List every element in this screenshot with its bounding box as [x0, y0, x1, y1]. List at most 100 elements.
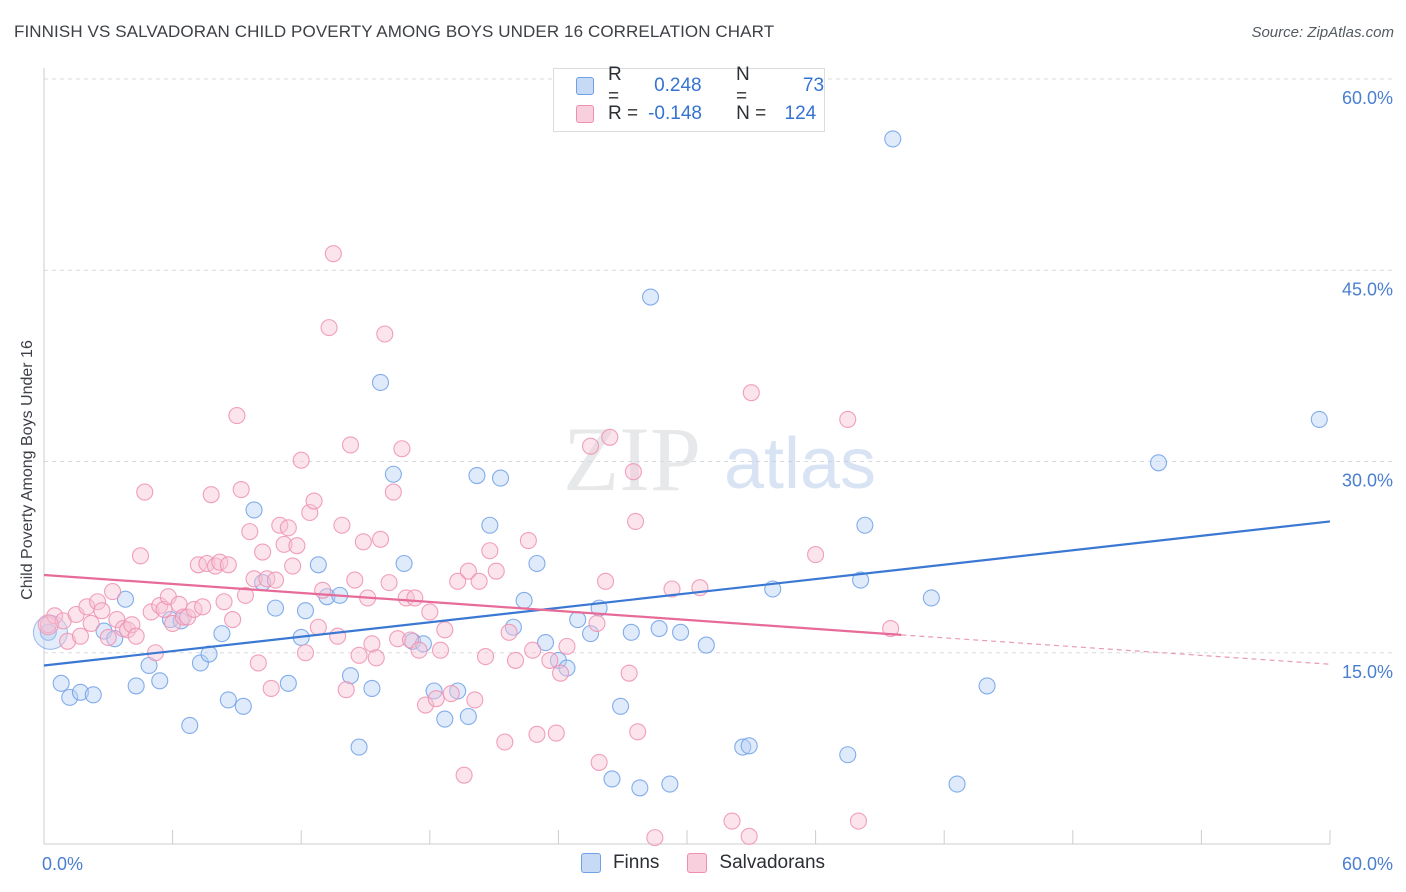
finns-point: [1310, 410, 1328, 428]
finns-point: [309, 556, 327, 574]
salvadorans-point: [436, 621, 454, 639]
finns-point: [266, 599, 285, 617]
salvadorans-point: [597, 572, 615, 590]
salvadorans-point: [588, 614, 606, 632]
legend-item-salvadorans[interactable]: Salvadorans: [687, 852, 825, 874]
finns-trend-line: [43, 520, 1331, 667]
salvadorans-point: [427, 690, 445, 708]
salvadorans-point: [449, 572, 467, 590]
salvadorans-point: [506, 651, 525, 669]
salvadorans-point: [249, 654, 267, 672]
finns-point: [481, 516, 499, 534]
finns-point: [839, 746, 857, 764]
salvadorans-point: [309, 618, 327, 636]
finns-point: [127, 677, 145, 695]
salvadorans-point: [627, 512, 645, 530]
finns-point: [84, 686, 102, 704]
salvadorans-point: [46, 607, 64, 625]
finns-point: [395, 554, 413, 573]
salvadorans-point: [59, 632, 77, 650]
finns-point: [191, 654, 210, 672]
salvadorans-trend-line: [43, 573, 902, 636]
r-value: -0.148: [648, 103, 702, 124]
salvadorans-point: [723, 812, 741, 830]
legend-label-finns: Finns: [612, 852, 660, 873]
finns-point: [219, 691, 237, 709]
finns-point: [1149, 454, 1168, 472]
finns-point: [528, 554, 546, 573]
finns-point: [922, 589, 940, 607]
salvadorans-point: [406, 589, 424, 607]
y-tick-label: 60.0%: [1342, 88, 1393, 108]
stat-row-finns: R = 0.248 N = 73: [554, 64, 825, 107]
salvadorans-point: [93, 602, 111, 620]
salvadorans-point: [663, 580, 681, 598]
salvadorans-point: [350, 646, 368, 664]
finns-points: [32, 130, 1328, 797]
finns-point: [672, 623, 690, 641]
tick-labels: 15.0% 30.0% 45.0% 60.0% 0.0% 60.0%: [42, 88, 1393, 874]
salvadorans-point: [170, 595, 188, 613]
legend-item-finns[interactable]: Finns: [580, 852, 660, 874]
salvadorans-point: [164, 614, 182, 632]
finns-point: [61, 688, 79, 706]
salvadorans-point: [558, 637, 576, 655]
finns-point: [661, 775, 679, 793]
finns-point: [341, 667, 360, 685]
finns-point: [734, 738, 752, 756]
y-tick-label: 45.0%: [1342, 279, 1393, 299]
salvadorans-point: [646, 829, 664, 847]
watermark: ZIP atlas: [563, 408, 876, 510]
salvadorans-point: [337, 681, 355, 699]
salvadorans-point: [363, 635, 381, 653]
salvadorans-point: [224, 611, 242, 629]
finns-point: [569, 611, 587, 629]
salvadorans-point: [275, 535, 293, 553]
finns-point: [71, 683, 89, 701]
salvadorans-point: [82, 614, 100, 632]
legend-label-salvadorans: Salvadorans: [719, 852, 826, 873]
salvadorans-point: [131, 547, 149, 565]
salvadorans-point: [807, 546, 825, 564]
salvadorans-point: [393, 440, 411, 458]
r-value: 0.248: [654, 75, 702, 96]
salvadorans-point: [742, 384, 760, 402]
finns-point: [740, 737, 758, 755]
salvadorans-point: [481, 542, 499, 560]
n-label: N =: [735, 64, 750, 107]
finns-point: [631, 779, 649, 797]
finns-point: [468, 466, 486, 485]
salvadorans-point: [455, 766, 473, 784]
salvadorans-point: [341, 436, 360, 454]
salvadorans-point: [371, 530, 390, 548]
salvadorans-point: [258, 570, 276, 588]
n-value: 73: [802, 75, 825, 96]
salvadorans-point: [620, 664, 638, 682]
salvadorans-point: [376, 325, 394, 343]
finns-point: [536, 633, 555, 652]
finns-point: [603, 770, 621, 788]
gridlines: [44, 78, 1392, 654]
salvadorans-point: [108, 611, 126, 629]
finns-point: [363, 679, 381, 698]
legend: Finns Salvadorans: [0, 852, 1406, 874]
salvadorans-point: [624, 463, 642, 481]
salvadorans-point: [421, 603, 439, 621]
salvadorans-point: [416, 696, 435, 714]
finns-point: [350, 738, 368, 756]
salvadorans-point: [333, 516, 351, 534]
finns-point: [213, 625, 231, 643]
salvadorans-point: [528, 725, 546, 743]
salvadorans-point: [219, 556, 237, 574]
salvadorans-point: [442, 684, 460, 703]
salvadorans-point: [547, 724, 565, 742]
salvadorans-point: [629, 723, 647, 741]
finns-point: [978, 677, 996, 695]
salvadorans-point: [262, 679, 280, 698]
salvadorans-point: [524, 641, 542, 659]
r-label: R =: [607, 64, 622, 107]
finns-point: [296, 602, 315, 620]
salvadorans-point: [581, 437, 600, 455]
finns-point: [116, 590, 134, 608]
finns-point: [856, 516, 874, 534]
